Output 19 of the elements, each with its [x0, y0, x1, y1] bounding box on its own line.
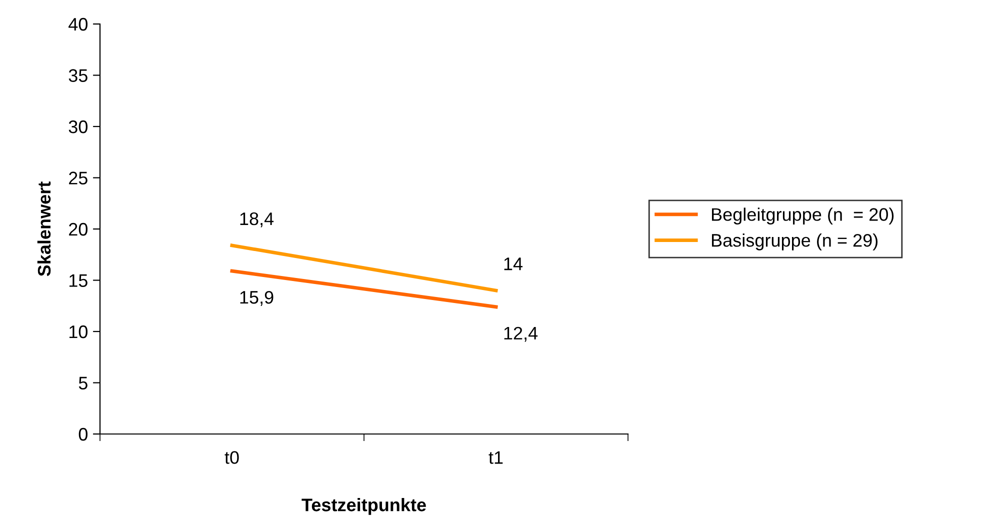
y-tick-label: 10: [69, 325, 88, 338]
y-axis-title: Skalenwert: [37, 182, 51, 276]
y-tick-label: 35: [68, 69, 88, 82]
y-tick-label: 40: [68, 18, 88, 31]
data-label: 15,9: [240, 290, 274, 306]
x-axis-title: Testzeitpunkte: [302, 498, 426, 515]
legend-label: Basisgruppe (n = 29): [712, 234, 878, 250]
x-tick-label: t1: [488, 451, 503, 464]
x-tick-label: t0: [224, 451, 239, 464]
y-tick-label: 30: [68, 120, 88, 134]
data-label: 12,4: [504, 326, 538, 342]
y-tick-label: 20: [69, 222, 88, 236]
legend-label: Begleitgruppe (n = 20): [712, 208, 894, 224]
data-label: 14: [504, 258, 522, 270]
data-label: 18,4: [240, 212, 274, 228]
y-tick-label: 25: [69, 172, 88, 184]
y-tick-label: 15: [69, 274, 88, 287]
y-tick-label: 5: [78, 376, 88, 390]
y-tick-label: 0: [78, 428, 88, 441]
